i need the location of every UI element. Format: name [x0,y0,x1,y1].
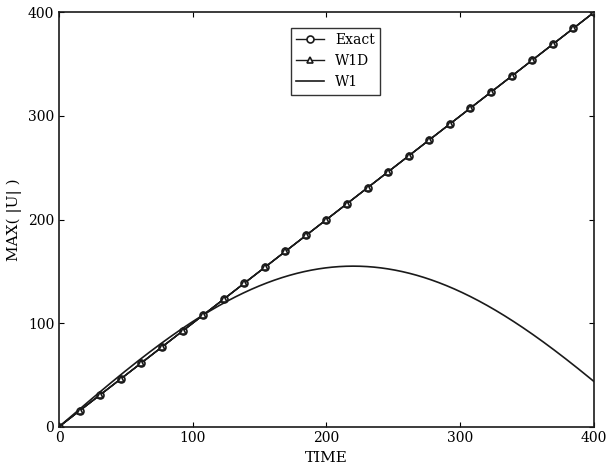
W1 [316,266,323,271]
Exact [55,424,63,430]
W1 [476,299,484,304]
W1 [590,379,597,384]
W1D [590,9,597,15]
Exact [261,264,268,270]
W1D [241,280,248,286]
W1 [301,269,309,274]
Exact [117,376,125,382]
W1D [446,121,454,127]
Exact [549,42,556,47]
W1D [76,408,84,413]
Exact [282,249,289,254]
Exact [323,217,330,222]
Y-axis label: MAX( |U| ): MAX( |U| ) [7,178,22,261]
Exact [200,312,207,318]
Exact [241,280,248,286]
W1D [179,328,186,334]
Exact [302,233,309,238]
W1 [575,366,582,371]
W1D [364,185,371,191]
W1D [467,105,474,111]
Exact [488,89,495,95]
Exact [138,360,145,366]
W1D [55,424,63,430]
W1D [282,249,289,254]
Legend: Exact, W1D, W1: Exact, W1D, W1 [290,28,381,95]
W1 [349,263,357,269]
Exact [570,25,577,31]
W1D [200,312,207,318]
Exact [508,73,515,79]
Exact [590,9,597,15]
Exact [426,137,433,143]
W1D [261,264,268,270]
Exact [364,185,371,191]
W1D [426,137,433,143]
W1D [405,153,413,159]
Exact [343,201,351,206]
Exact [446,121,454,127]
W1 [575,366,582,372]
Exact [179,328,186,334]
W1D [138,360,145,366]
Exact [405,153,413,159]
Exact [384,169,392,175]
Exact [76,408,84,413]
W1D [117,376,125,382]
W1D [302,233,309,238]
W1 [55,424,63,430]
W1D [384,169,392,175]
Exact [529,58,536,63]
W1D [488,89,495,95]
Line: W1: W1 [59,266,594,427]
X-axis label: TIME: TIME [305,451,348,465]
W1D [529,58,536,63]
W1D [570,25,577,31]
W1 [83,401,90,406]
Exact [158,344,166,350]
W1D [508,73,515,79]
W1D [549,42,556,47]
Exact [467,105,474,111]
Line: Exact: Exact [56,9,597,430]
W1D [323,217,330,222]
Exact [220,296,227,302]
Line: W1D: W1D [56,9,597,430]
W1D [220,296,227,302]
Exact [96,392,104,397]
W1D [343,201,351,206]
W1D [158,344,166,350]
W1D [96,392,104,397]
